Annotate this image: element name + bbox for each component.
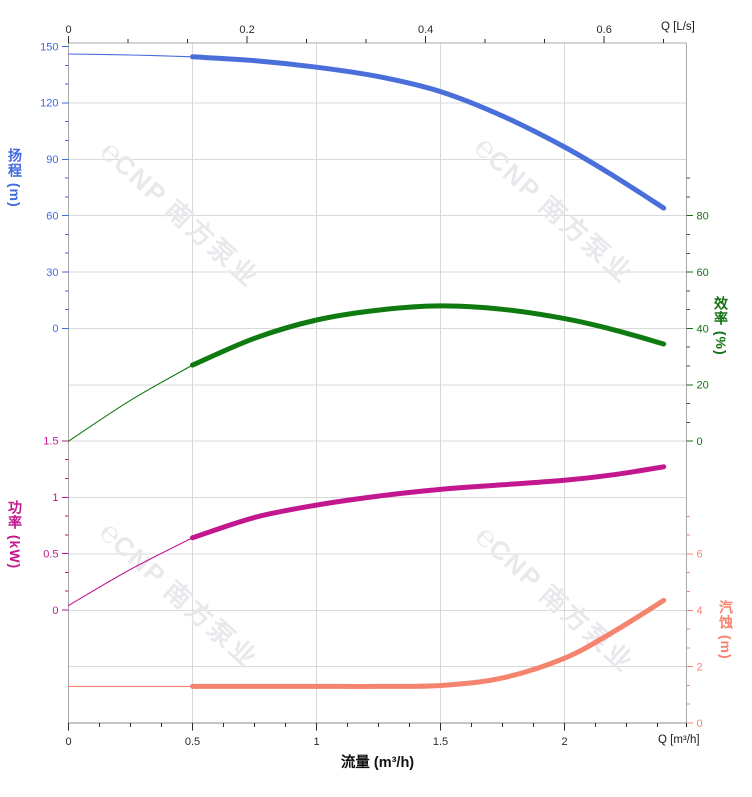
- head-axis-tick-labels: 150 120 90 60 30 0: [40, 41, 58, 335]
- power-tick-label: 0.5: [43, 548, 58, 560]
- head-tick-label: 90: [46, 154, 58, 166]
- npsh-tick-label: 4: [697, 605, 703, 617]
- top-axis-labels: 0 0.2 0.4 0.6: [65, 24, 611, 36]
- bottom-axis-ticks: [68, 723, 687, 731]
- npsh-axis-title: 汽蚀 (m): [718, 600, 734, 660]
- top-axis-ticks: [68, 36, 665, 43]
- bottom-axis-tick-label: 0: [65, 736, 71, 748]
- eff-tick-label: 0: [697, 436, 703, 448]
- power-tick-label: 1: [52, 492, 58, 504]
- npsh-tick-label: 0: [697, 718, 703, 730]
- top-axis-tick-label: 0.2: [239, 24, 254, 36]
- head-curve: [67, 53, 667, 211]
- head-tick-label: 120: [40, 98, 58, 110]
- power-axis-tick-labels: 1.5 1 0.5 0: [43, 436, 58, 617]
- eff-axis-tick-labels: 80 60 40 20 0: [697, 211, 709, 449]
- head-axis-title: 扬程 (m): [7, 148, 23, 208]
- power-axis: [62, 440, 69, 611]
- flow-axis-title: 流量 (m³/h): [340, 755, 415, 771]
- eff-tick-label: 60: [697, 267, 709, 279]
- head-tick-label: 60: [46, 210, 58, 222]
- top-axis-unit-label: Q [L/s]: [661, 21, 695, 33]
- eff-axis: [686, 177, 693, 442]
- eff-tick-label: 20: [697, 380, 709, 392]
- gridlines: [68, 43, 687, 723]
- bottom-axis-tick-label: 1: [313, 736, 319, 748]
- bottom-axis-unit-label: Q [m³/h]: [658, 734, 700, 746]
- efficiency-axis-title: 效率 (%): [713, 296, 729, 356]
- bottom-axis-tick-label: 0.5: [185, 736, 200, 748]
- head-tick-label: 0: [52, 323, 58, 335]
- head-tick-label: 30: [46, 267, 58, 279]
- top-axis-tick-label: 0.4: [418, 24, 433, 36]
- npsh-tick-label: 6: [697, 549, 703, 561]
- npsh-axis-tick-labels: 6 4 2 0: [697, 549, 703, 730]
- npsh-axis: [686, 515, 693, 724]
- head-axis: [62, 46, 69, 329]
- efficiency-curve: [67, 303, 667, 442]
- power-curve: [67, 464, 667, 607]
- bottom-axis-tick-label: 2: [561, 736, 567, 748]
- top-axis-tick-label: 0.6: [597, 24, 612, 36]
- head-tick-label: 150: [40, 41, 58, 53]
- npsh-curve: [67, 597, 667, 689]
- top-axis-tick-label: 0: [65, 24, 71, 36]
- power-axis-title: 功率 (kW): [7, 500, 23, 570]
- bottom-axis-tick-label: 1.5: [433, 736, 448, 748]
- bottom-axis-labels: 0 0.5 1 1.5 2: [65, 736, 567, 748]
- power-tick-label: 0: [52, 605, 58, 617]
- power-tick-label: 1.5: [43, 436, 58, 448]
- npsh-tick-label: 2: [697, 661, 703, 673]
- eff-tick-label: 80: [697, 211, 709, 223]
- eff-tick-label: 40: [697, 323, 709, 335]
